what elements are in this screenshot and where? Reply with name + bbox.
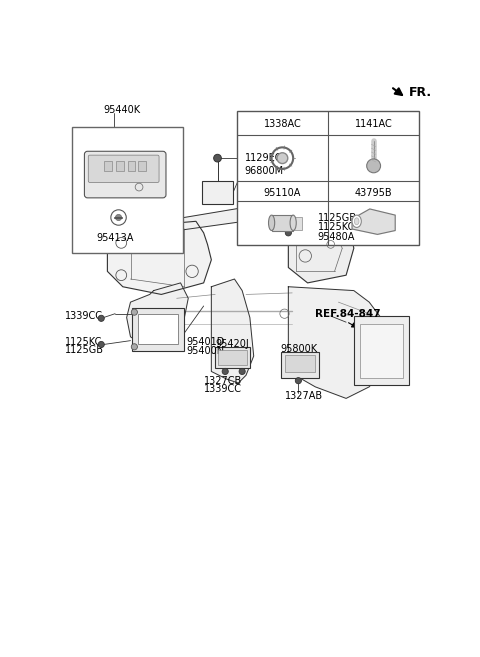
Ellipse shape	[352, 215, 361, 227]
Circle shape	[285, 230, 291, 236]
Circle shape	[222, 369, 228, 374]
Polygon shape	[211, 279, 254, 383]
Text: 95401D: 95401D	[187, 337, 225, 347]
Ellipse shape	[354, 218, 359, 225]
Bar	[105, 160, 112, 171]
Bar	[138, 315, 178, 344]
Text: 95110A: 95110A	[264, 188, 301, 198]
Text: 43795B: 43795B	[355, 188, 393, 198]
Bar	[202, 181, 233, 204]
Circle shape	[239, 369, 245, 374]
Circle shape	[116, 214, 121, 221]
Text: 1125GB: 1125GB	[318, 214, 357, 223]
Text: 1327AB: 1327AB	[285, 391, 323, 401]
Bar	[218, 350, 247, 365]
Text: 1129EC: 1129EC	[244, 153, 282, 163]
Circle shape	[131, 344, 137, 350]
Bar	[281, 217, 302, 230]
Bar	[281, 352, 319, 378]
Text: 95413A: 95413A	[96, 233, 134, 242]
Text: 95440K: 95440K	[103, 104, 140, 114]
Text: FR.: FR.	[409, 86, 432, 99]
Polygon shape	[161, 198, 300, 233]
Circle shape	[367, 159, 381, 173]
Bar	[138, 160, 146, 171]
Polygon shape	[127, 283, 188, 344]
Bar	[354, 316, 409, 385]
Bar	[116, 160, 124, 171]
FancyBboxPatch shape	[84, 151, 166, 198]
Polygon shape	[352, 209, 395, 235]
Circle shape	[98, 315, 104, 321]
Text: 95800K: 95800K	[281, 344, 318, 354]
Ellipse shape	[290, 215, 296, 231]
Ellipse shape	[268, 215, 275, 231]
Text: REF.84-847: REF.84-847	[315, 309, 381, 319]
Text: 1338AC: 1338AC	[264, 120, 301, 129]
Circle shape	[98, 342, 104, 348]
Text: 1125KC: 1125KC	[65, 337, 102, 347]
Polygon shape	[288, 286, 388, 398]
Text: 1141AC: 1141AC	[355, 120, 393, 129]
Text: 1327CB: 1327CB	[204, 376, 242, 386]
Text: 1339CC: 1339CC	[65, 311, 103, 321]
Text: 95400N: 95400N	[187, 346, 225, 355]
Bar	[128, 160, 135, 171]
Bar	[360, 324, 403, 378]
Bar	[237, 111, 419, 245]
Bar	[272, 215, 293, 231]
Text: 95480A: 95480A	[318, 232, 355, 242]
Polygon shape	[288, 221, 354, 283]
Polygon shape	[108, 221, 211, 294]
Bar	[72, 127, 183, 253]
Circle shape	[277, 153, 288, 164]
Text: 95420J: 95420J	[215, 339, 249, 349]
Bar	[285, 355, 315, 373]
Text: 96800M: 96800M	[244, 166, 284, 176]
Circle shape	[214, 154, 221, 162]
Bar	[132, 308, 184, 351]
Text: 1339CC: 1339CC	[204, 384, 241, 394]
FancyBboxPatch shape	[88, 155, 159, 183]
Text: 1125GB: 1125GB	[65, 345, 104, 355]
Circle shape	[295, 378, 301, 384]
Circle shape	[131, 309, 137, 315]
Bar	[215, 347, 250, 369]
Text: 1125KC: 1125KC	[318, 221, 355, 232]
